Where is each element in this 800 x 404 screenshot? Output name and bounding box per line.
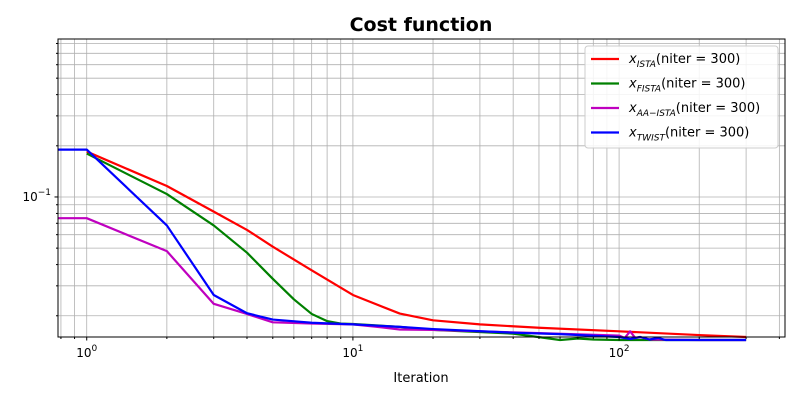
legend-box [584, 45, 779, 149]
legend-label-ista: xISTA(niter = 300) [628, 52, 740, 70]
legend-label-fista: xFISTA(niter = 300) [628, 77, 745, 95]
x-tick-label-base: 10 [76, 346, 91, 360]
legend-label-variable: x [628, 52, 637, 67]
legend-label-subscript: AA−ISTA [636, 109, 676, 119]
legend-label-variable: x [628, 77, 637, 92]
legend: xISTA(niter = 300)xFISTA(niter = 300)xAA… [584, 45, 779, 149]
series-line-ista [86, 150, 747, 339]
x-tick-label-exponent: 1 [358, 344, 364, 354]
legend-label-args: (niter = 300) [656, 52, 740, 67]
x-tick-label: 101 [342, 344, 363, 360]
legend-label-aaista: xAA−ISTA(niter = 300) [628, 101, 760, 119]
series-line-twist [58, 148, 747, 342]
y-tick-label-base: 10 [22, 190, 37, 204]
x-tick-label-exponent: 2 [624, 344, 630, 354]
legend-label-subscript: ISTA [637, 60, 656, 70]
y-tick-label: 10−1 [22, 188, 51, 204]
legend-label-args: (niter = 300) [676, 101, 760, 116]
plot-frame [57, 38, 786, 338]
y-tick-label-exponent: −1 [38, 188, 51, 198]
x-tick-label-exponent: 0 [91, 344, 97, 354]
chart-title: Cost function [350, 14, 493, 36]
legend-label-twist: xTWIST(niter = 300) [628, 126, 749, 144]
legend-label-subscript: FISTA [637, 85, 661, 95]
x-tick-label: 100 [76, 344, 97, 360]
x-tick-label-base: 10 [342, 346, 357, 360]
legend-label-args: (niter = 300) [665, 126, 749, 141]
legend-label-args: (niter = 300) [661, 77, 745, 92]
x-tick-label: 102 [609, 344, 630, 360]
legend-label-variable: x [628, 126, 637, 141]
x-tick-label-base: 10 [609, 346, 624, 360]
legend-label-variable: x [628, 101, 637, 116]
legend-label-subscript: TWIST [637, 134, 667, 144]
x-axis-label: Iteration [393, 371, 448, 386]
